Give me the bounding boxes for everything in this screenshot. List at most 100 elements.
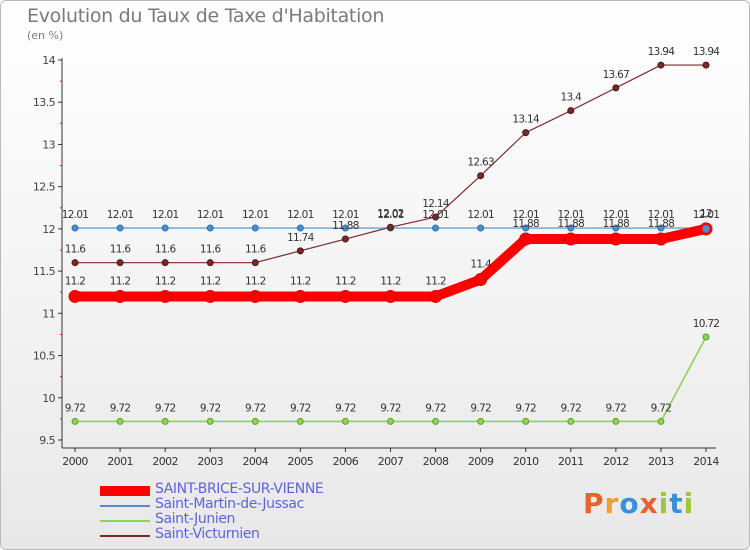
data-label: 11.2 — [200, 275, 221, 287]
data-point — [522, 224, 530, 232]
data-point — [296, 417, 304, 425]
data-point — [657, 417, 665, 425]
data-point — [477, 172, 485, 180]
logo-letter: t — [669, 487, 684, 520]
data-point — [522, 129, 530, 137]
data-point — [477, 224, 485, 232]
data-point — [699, 222, 713, 236]
series-line — [74, 64, 707, 264]
data-label: 12.01 — [422, 209, 449, 221]
data-point — [116, 417, 124, 425]
data-label: 12.01 — [693, 209, 720, 221]
data-label: 11.2 — [65, 275, 86, 287]
data-point — [519, 232, 533, 246]
data-label: 9.72 — [470, 402, 491, 414]
data-label: 13.4 — [560, 92, 582, 104]
x-tick-label: 2004 — [242, 455, 268, 468]
data-point — [296, 224, 304, 232]
x-tick-label: 2001 — [107, 455, 133, 468]
data-point — [567, 224, 575, 232]
x-tick-label: 2000 — [62, 455, 88, 468]
proxiti-logo: Proxiti — [583, 487, 694, 520]
x-tick-label: 2002 — [152, 455, 178, 468]
data-label: 9.72 — [651, 402, 672, 414]
data-label: 11.2 — [425, 275, 446, 287]
data-point — [429, 289, 443, 303]
data-label: 12.14 — [422, 198, 450, 210]
data-label: 9.72 — [606, 402, 627, 414]
x-tick-label: 2010 — [513, 455, 539, 468]
x-tick-label: 2003 — [197, 455, 223, 468]
y-tick-label: 11 — [42, 307, 55, 320]
data-point — [161, 224, 169, 232]
legend-label: Saint-Martin-de-Jussac — [155, 496, 304, 512]
data-label: 12.01 — [332, 209, 359, 221]
data-label: 9.72 — [245, 402, 266, 414]
y-tick-label: 10.5 — [33, 350, 56, 363]
legend-swatch — [100, 535, 150, 537]
data-point — [251, 224, 259, 232]
data-point — [657, 61, 665, 69]
data-point — [113, 289, 127, 303]
chart-unit-label: (en %) — [27, 29, 64, 42]
data-label: 10.72 — [693, 318, 720, 330]
data-label: 12.01 — [197, 209, 224, 221]
data-point — [341, 417, 349, 425]
data-label: 11.74 — [287, 232, 315, 244]
x-tick-label: 2014 — [693, 455, 719, 468]
data-label: 11.2 — [335, 275, 356, 287]
data-label: 11.2 — [290, 275, 311, 287]
y-tick-label: 13.5 — [33, 96, 56, 109]
logo-letter: x — [639, 487, 659, 520]
data-label: 12.63 — [467, 157, 494, 169]
data-label: 11.6 — [200, 244, 222, 256]
data-label: 9.72 — [65, 402, 86, 414]
logo-letter: r — [604, 487, 620, 520]
y-tick-label: 13 — [42, 138, 55, 151]
data-point — [522, 417, 530, 425]
x-tick-label: 2011 — [558, 455, 584, 468]
data-label: 12.01 — [648, 209, 675, 221]
data-label: 11.4 — [470, 259, 492, 271]
data-point — [432, 417, 440, 425]
data-label: 12.02 — [377, 208, 404, 220]
data-point — [564, 232, 578, 246]
data-point — [206, 417, 214, 425]
data-label: 9.72 — [290, 402, 311, 414]
data-label: 11.2 — [155, 275, 176, 287]
data-point — [206, 224, 214, 232]
data-point — [384, 289, 397, 303]
data-label: 11.88 — [558, 218, 585, 230]
data-point — [612, 417, 620, 425]
data-point — [68, 289, 82, 303]
data-point — [71, 259, 79, 267]
data-label: 12.01 — [512, 209, 539, 221]
data-point — [609, 232, 623, 246]
data-point — [612, 224, 620, 232]
data-label: 11.2 — [380, 275, 401, 287]
data-label: 12.01 — [62, 209, 89, 221]
data-label: 11.6 — [65, 244, 87, 256]
data-label: 9.72 — [200, 402, 221, 414]
data-point — [161, 259, 169, 267]
data-point — [158, 289, 172, 303]
data-point — [432, 213, 440, 221]
data-point — [341, 235, 349, 243]
data-label: 12.01 — [107, 209, 134, 221]
data-label: 9.72 — [155, 402, 176, 414]
x-tick-label: 2005 — [288, 455, 314, 468]
data-label: 11.88 — [603, 218, 630, 230]
data-point — [161, 417, 169, 425]
legend-swatch — [100, 520, 150, 522]
data-point — [116, 224, 124, 232]
data-point — [71, 224, 79, 232]
data-label: 9.72 — [515, 402, 536, 414]
data-label: 13.94 — [693, 46, 721, 58]
legend-swatch — [100, 486, 150, 496]
data-point — [338, 289, 352, 303]
data-point — [702, 61, 710, 69]
data-label: 11.88 — [648, 218, 675, 230]
logo-letter: o — [619, 487, 640, 520]
logo-letter: i — [683, 487, 695, 520]
